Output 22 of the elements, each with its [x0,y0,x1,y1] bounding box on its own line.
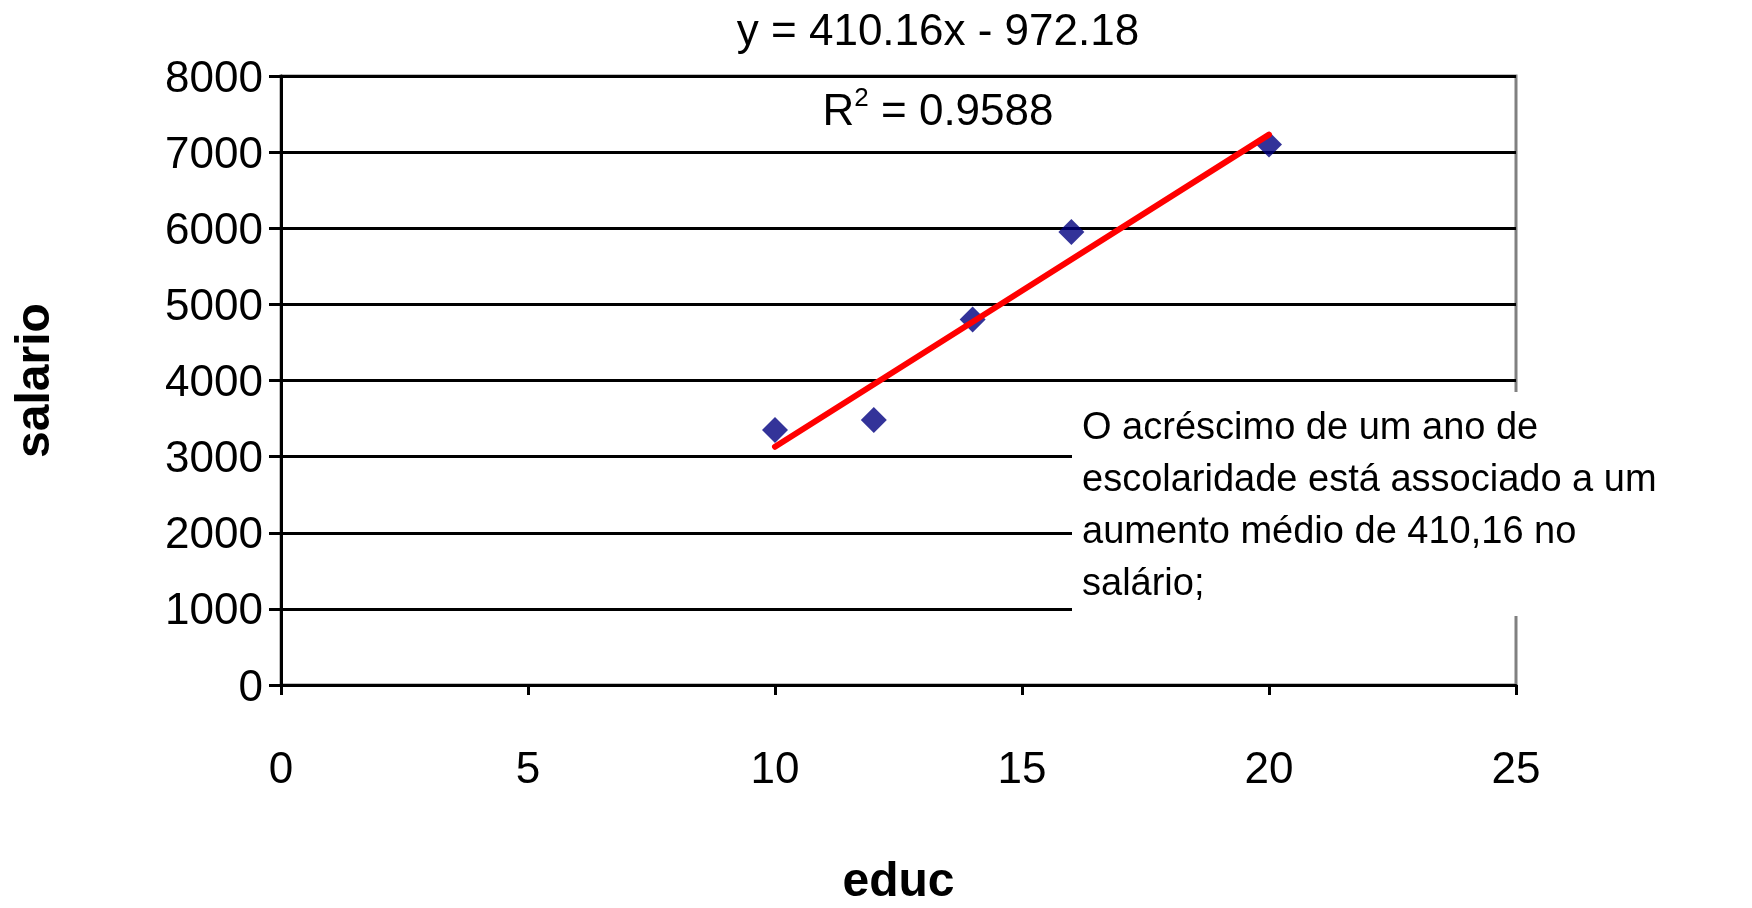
point [762,416,788,443]
y-tick-label: 6000 [165,203,263,253]
y-tick-label: 5000 [165,279,263,329]
text: y = 410.16x - 972.18 [736,4,1140,54]
x-tick-label: 15 [997,742,1047,792]
y-axis-title: salario [5,303,59,458]
x-tick-label: 25 [1491,742,1541,792]
y-tick-label: 2000 [165,508,263,558]
x-axis-title: educ [842,852,955,906]
point [860,407,887,434]
y-tick-label: 7000 [165,127,263,177]
y-tick-label: 4000 [165,356,263,405]
y-tick-label: 8000 [165,51,263,101]
x-tick-label: 10 [750,742,800,792]
x-tick-label: 5 [515,742,541,792]
point [1058,219,1085,246]
x-tick-label: 0 [268,742,294,792]
y-tick-label: 3000 [165,432,263,482]
y-tick-label: 0 [238,660,263,710]
x-tick-label: 20 [1244,742,1294,792]
annotation: O acréscimo de um ano de escolaridade está associado a um aumento médio de 410,16 no salário; [1082,405,1668,603]
y-tick-label: 1000 [165,584,263,634]
